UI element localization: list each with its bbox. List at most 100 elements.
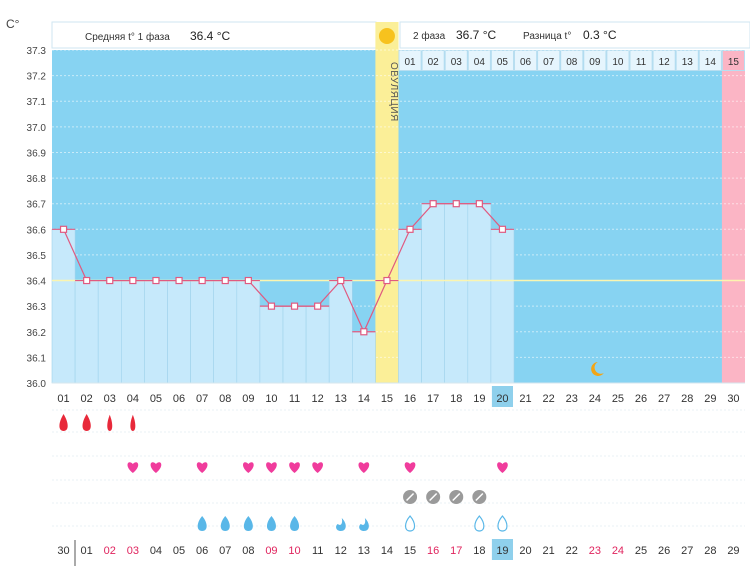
- x-tick-label: 14: [358, 393, 370, 405]
- phase2-day-label: 06: [520, 57, 532, 68]
- temperature-bar: [236, 280, 261, 384]
- phase2-day-cell: [490, 50, 514, 71]
- temperature-point: [244, 276, 252, 285]
- x-tick-label: 16: [404, 393, 416, 405]
- calendar-date: 03: [127, 545, 139, 557]
- phase2-day-label: 08: [566, 57, 578, 68]
- heart-icon: [196, 462, 208, 473]
- x-tick-label: 03: [104, 393, 116, 405]
- x-tick-label: 19: [473, 393, 485, 405]
- phase2-day-label: 13: [682, 57, 694, 68]
- pill-icon-stripe: [452, 492, 461, 502]
- heart-icon: [127, 462, 139, 473]
- heart-icon: [242, 462, 254, 473]
- calendar-date: 21: [543, 545, 555, 557]
- heart-icon: [266, 462, 277, 473]
- calendar-date: 16: [427, 545, 439, 557]
- x-tick-label: 22: [543, 393, 555, 405]
- phase2-label: 2 фаза: [413, 30, 446, 42]
- phase2-day-label: 12: [659, 57, 671, 68]
- calendar-date: 22: [566, 545, 578, 557]
- blood-drop-icon: [82, 414, 91, 431]
- temperature-point: [383, 276, 391, 285]
- y-tick-label: 37.1: [27, 97, 47, 108]
- x-tick-label: 30: [727, 393, 739, 405]
- temperature-bar: [190, 280, 215, 384]
- heart-icon: [497, 462, 508, 473]
- phase1-label: Средняя t° 1 фаза: [85, 31, 170, 43]
- x-tick-label: 04: [127, 393, 139, 405]
- heart-icon: [312, 462, 324, 473]
- temperature-bar: [259, 305, 284, 384]
- x-tick-label: 07: [196, 393, 208, 405]
- phase2-day-cell: [560, 50, 584, 71]
- calendar-date: 06: [196, 545, 208, 557]
- x-tick-label: 13: [335, 393, 347, 405]
- temperature-point: [429, 200, 437, 208]
- phase2-day-cell: [675, 50, 699, 71]
- temperature-bar: [213, 280, 238, 384]
- temperature-bar: [444, 203, 469, 384]
- y-tick-label: 36.7: [27, 200, 47, 211]
- drop-filled-icon: [220, 516, 230, 531]
- temperature-bar: [74, 280, 99, 384]
- calendar-date: 19: [496, 545, 508, 557]
- phase2-day-cell: [398, 50, 422, 71]
- y-tick-label: 37.3: [27, 46, 47, 57]
- temperature-point: [498, 225, 507, 233]
- x-tick-label: 12: [312, 393, 324, 405]
- diff-value: 0.3 °C: [583, 28, 617, 42]
- phase2-day-label: 15: [728, 57, 740, 68]
- header-phase2-box: [399, 21, 750, 49]
- phase1-value: 36.4 °C: [190, 29, 230, 43]
- calendar-date: 25: [635, 545, 647, 557]
- drop-filled-icon: [197, 516, 207, 531]
- temperature-point: [314, 302, 322, 310]
- pill-icon-stripe: [429, 492, 438, 502]
- phase2-day-label: 11: [636, 57, 647, 68]
- x-tick-label: 21: [519, 393, 531, 405]
- diff-label: Разница t°: [523, 31, 571, 42]
- x-tick-label: 15: [381, 393, 393, 405]
- blood-drop-icon: [59, 414, 68, 431]
- x-tick-label: 29: [704, 393, 716, 405]
- calendar-date: 28: [704, 545, 716, 557]
- x-tick-label: 06: [173, 393, 185, 405]
- calendar-date: 27: [681, 545, 693, 557]
- x-tick-label: 05: [150, 393, 162, 405]
- pill-icon-stripe: [406, 492, 415, 502]
- y-axis-unit: C°: [6, 17, 20, 31]
- temperature-point: [129, 276, 137, 285]
- current-date-highlight: [491, 539, 513, 560]
- x-tick-label: 02: [81, 393, 93, 405]
- x-tick-label: 10: [265, 393, 277, 405]
- calendar-date: 20: [519, 545, 531, 557]
- temperature-bar: [51, 229, 76, 384]
- drop-outline-icon: [474, 515, 485, 532]
- temperature-point: [267, 302, 276, 310]
- header-phase1-box: [51, 21, 377, 49]
- x-tick-label: 25: [612, 393, 624, 405]
- heart-icon: [358, 462, 370, 473]
- calendar-date: 14: [381, 545, 393, 557]
- phase2-day-label: 03: [451, 57, 463, 68]
- temperature-bar: [328, 280, 353, 384]
- drop-half-icon: [359, 518, 369, 531]
- phase2-day-label: 07: [543, 57, 555, 68]
- heart-icon: [150, 462, 162, 473]
- phase2-day-label: 01: [404, 57, 416, 68]
- x-tick-label: 20: [496, 393, 508, 405]
- y-tick-label: 37.2: [27, 72, 47, 83]
- x-tick-label: 08: [219, 393, 231, 405]
- y-tick-label: 37.0: [27, 123, 47, 134]
- y-tick-label: 36.8: [27, 174, 47, 185]
- calendar-date: 10: [288, 545, 300, 557]
- temperature-point: [337, 276, 345, 285]
- calendar-date: 13: [358, 545, 370, 557]
- temperature-bar: [305, 305, 330, 384]
- phase2-day-cell: [583, 50, 607, 71]
- drop-half-icon: [336, 518, 346, 531]
- heart-icon: [289, 462, 300, 473]
- temperature-point: [360, 328, 368, 336]
